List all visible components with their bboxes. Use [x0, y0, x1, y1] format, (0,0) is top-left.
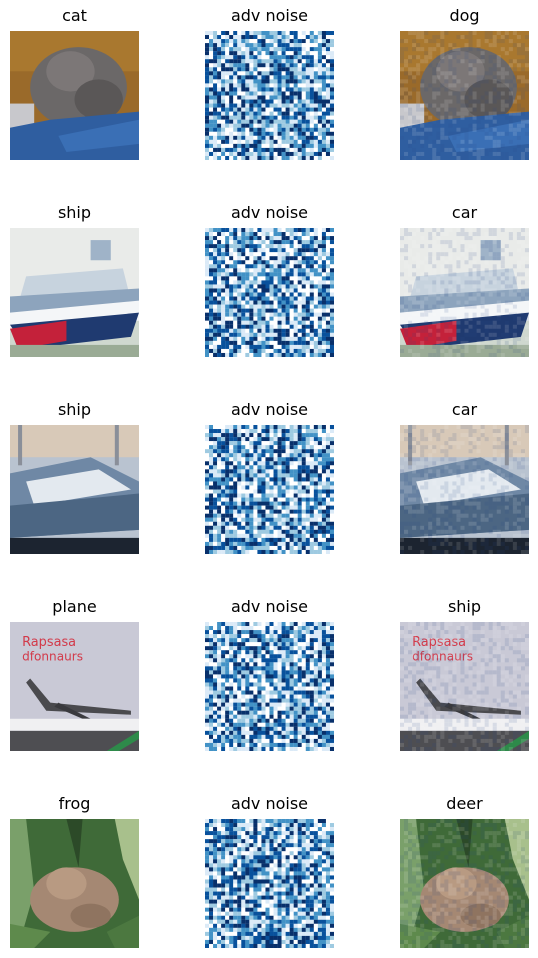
original-image-cat [10, 31, 139, 160]
original-image-ship [10, 425, 139, 554]
noise-label: adv noise [230, 597, 309, 616]
adversarial-label: deer [446, 794, 483, 813]
adversarial-label: dog [449, 6, 480, 25]
adversarial-noise-image [205, 31, 334, 160]
original-image-frog [10, 819, 139, 948]
poster-text: Rapsasa [22, 635, 76, 650]
adversarial-label: ship [447, 597, 482, 616]
noise-label: adv noise [230, 400, 309, 419]
adversarial-image-ship [400, 228, 529, 357]
adversarial-label: car [451, 400, 478, 419]
original-image-ship [10, 228, 139, 357]
original-label: ship [57, 203, 92, 222]
adversarial-noise-image [205, 425, 334, 554]
noise-label: adv noise [230, 6, 309, 25]
adversarial-image-cat [400, 31, 529, 160]
original-label: frog [58, 794, 91, 813]
poster-text: Rapsasa [412, 635, 466, 650]
adversarial-noise-image [205, 819, 334, 948]
adversarial-image-frog [400, 819, 529, 948]
original-label: cat [62, 6, 87, 25]
adversarial-image-ship [400, 425, 529, 554]
poster-text: dfonnaurs [412, 649, 473, 663]
adversarial-noise-image [205, 622, 334, 751]
noise-label: adv noise [230, 794, 309, 813]
adversarial-label: car [451, 203, 478, 222]
adversarial-image-plane: Rapsasa dfonnaurs [400, 622, 529, 751]
original-image-plane: Rapsasa dfonnaurs [10, 622, 139, 751]
poster-text: dfonnaurs [22, 649, 83, 663]
noise-label: adv noise [230, 203, 309, 222]
adversarial-noise-image [205, 228, 334, 357]
original-label: ship [57, 400, 92, 419]
original-label: plane [52, 597, 97, 616]
